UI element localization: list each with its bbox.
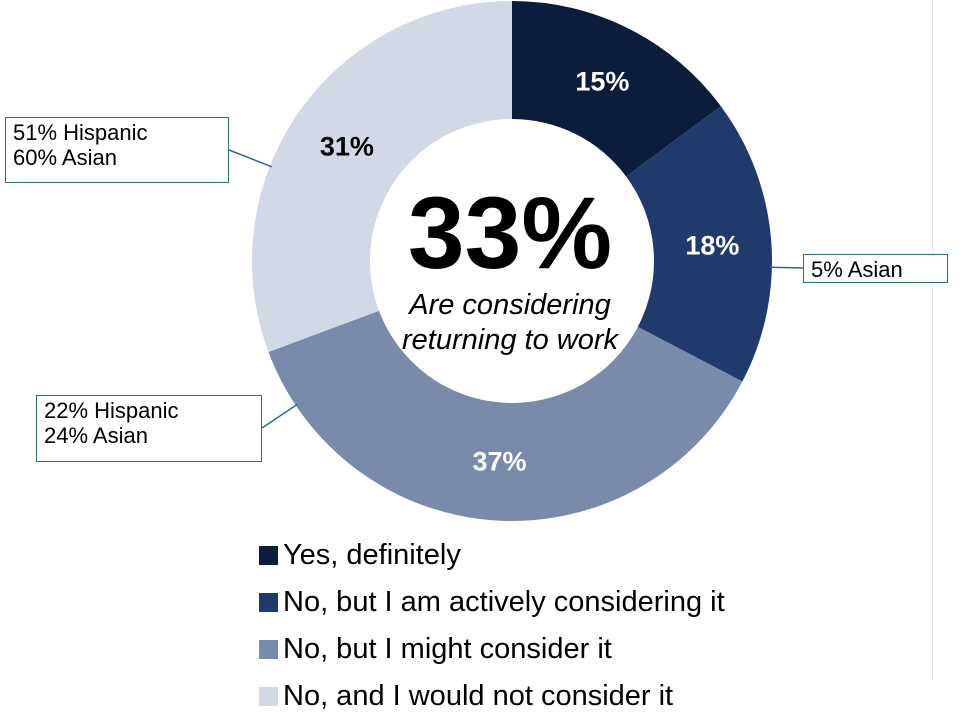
center-value: 33%	[407, 176, 613, 290]
legend-label: No, but I am actively considering it	[283, 586, 725, 618]
callout-line: 51% Hispanic	[13, 120, 148, 145]
center-caption-line-2: returning to work	[402, 324, 618, 356]
data-label-yes-definitely: 15%	[575, 66, 629, 96]
legend-swatch	[259, 640, 278, 659]
callout-no-would-not-consider: 51% Hispanic 60% Asian	[5, 117, 229, 183]
center-caption: Are considering returning to work	[360, 288, 660, 358]
slice-no-but-i-might-consider-it	[268, 310, 743, 521]
callout-line: 24% Asian	[44, 423, 148, 448]
panel-divider	[932, 0, 933, 680]
callout-no-might-consider: 22% Hispanic 24% Asian	[36, 395, 262, 462]
callout-line: 22% Hispanic	[44, 398, 179, 423]
slice-yes-definitely	[512, 1, 721, 177]
legend-swatch	[259, 687, 278, 706]
data-label-no-but-i-am-actively-considering-it: 18%	[685, 230, 739, 260]
legend-label: Yes, definitely	[283, 539, 461, 571]
data-label-no-and-i-would-not-consider-it: 31%	[320, 131, 374, 161]
center-caption-line-1: Are considering	[409, 289, 611, 321]
data-label-no-but-i-might-consider-it: 37%	[472, 447, 526, 477]
slice-no-but-i-am-actively-considering-it	[626, 106, 772, 382]
callout-line: 5% Asian	[811, 257, 903, 282]
legend-label: No, and I would not consider it	[283, 680, 674, 712]
callout-leader-line	[228, 149, 273, 168]
legend-label: No, but I might consider it	[283, 633, 612, 665]
legend-swatch	[259, 546, 278, 565]
legend-swatch	[259, 593, 278, 612]
callout-leader-line	[261, 403, 298, 429]
slice-no-and-i-would-not-consider-it	[252, 1, 513, 353]
callout-leader-line	[769, 266, 804, 269]
callout-actively-considering: 5% Asian	[803, 254, 948, 283]
callout-line: 60% Asian	[13, 145, 117, 170]
